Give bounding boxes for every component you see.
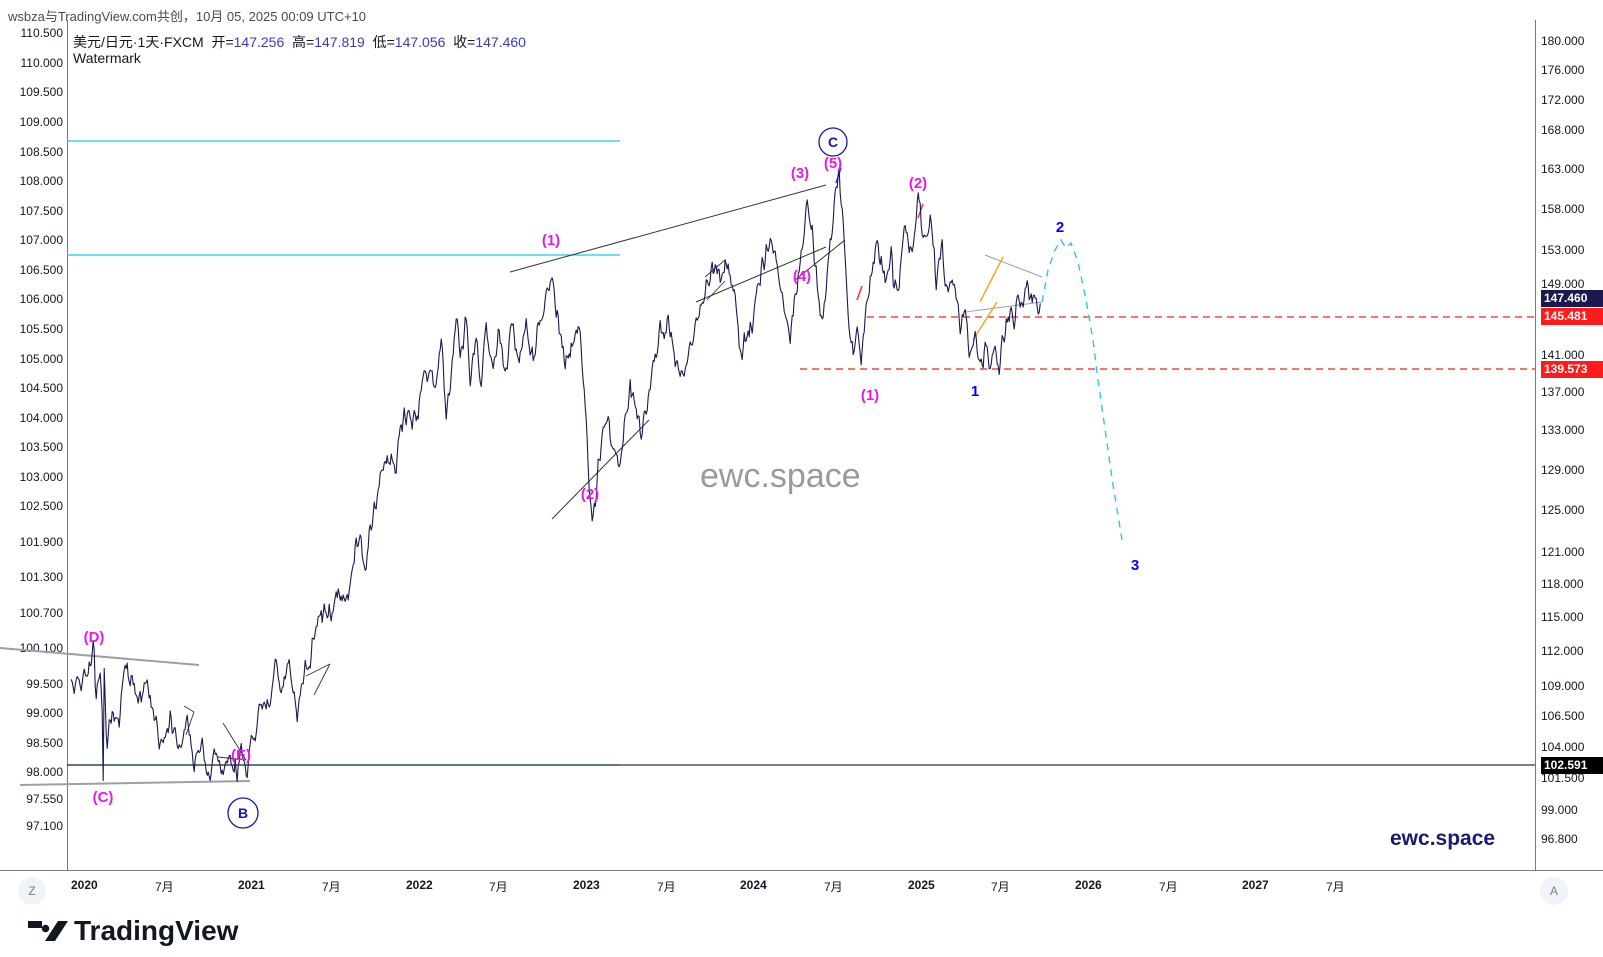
svg-text:3: 3 (1131, 557, 1139, 574)
svg-text:(3): (3) (791, 165, 809, 182)
svg-text:(2): (2) (581, 486, 599, 503)
svg-text:2: 2 (1056, 219, 1064, 236)
svg-text:1: 1 (971, 383, 979, 400)
svg-text:C: C (828, 134, 838, 150)
svg-text:B: B (238, 805, 248, 821)
svg-text:(D): (D) (84, 629, 105, 646)
svg-text:(1): (1) (861, 387, 879, 404)
svg-text:(2): (2) (909, 175, 927, 192)
svg-text:(4): (4) (793, 268, 811, 285)
svg-text:(E): (E) (231, 747, 251, 764)
svg-text:(C): (C) (93, 789, 114, 806)
svg-text:(1): (1) (542, 232, 560, 249)
svg-text:(5): (5) (824, 155, 842, 172)
